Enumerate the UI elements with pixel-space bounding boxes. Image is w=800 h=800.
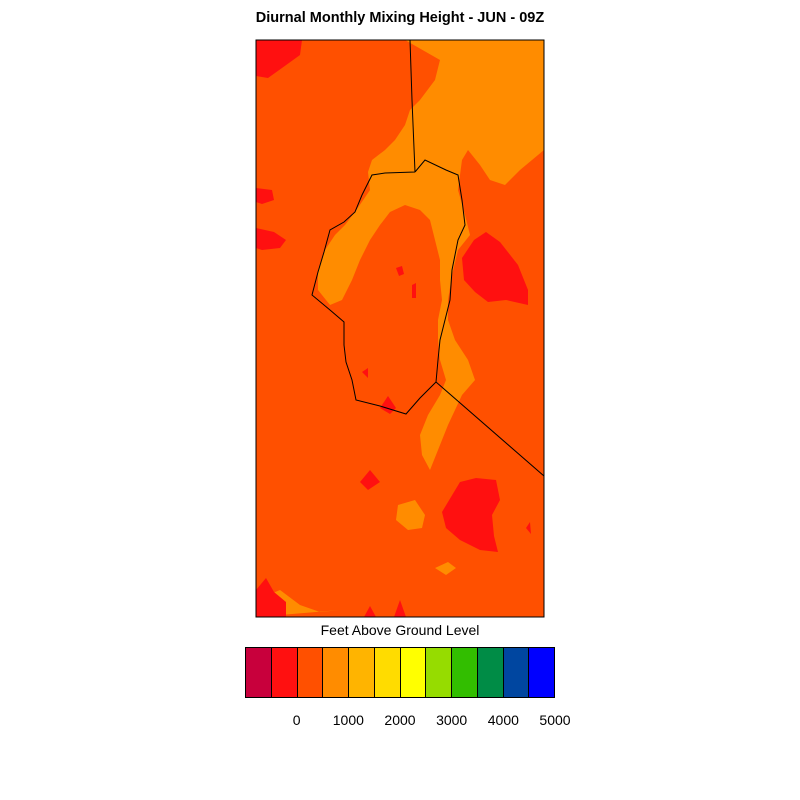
boundary-lines: [311, 39, 545, 477]
red-region-sw-small: [360, 470, 380, 490]
legend-tick-label: 2000: [384, 712, 416, 728]
legend-swatch-6: [400, 648, 427, 697]
legend-swatch-1: [271, 648, 298, 697]
state-boundary-north: [409, 39, 416, 173]
red-region-s-1: [364, 606, 376, 617]
map-frame: [255, 39, 545, 618]
legend-tick-label: 5000: [539, 712, 571, 728]
legend-tick-label: 0: [292, 712, 301, 728]
red-region-speck-1: [396, 266, 404, 276]
legend-tick-label: 1000: [332, 712, 364, 728]
red-region-west-1: [256, 188, 274, 204]
legend-swatch-11: [529, 648, 554, 697]
legend-tick-label: 3000: [436, 712, 468, 728]
legend-tick-label: 4000: [487, 712, 519, 728]
red-region-speck-east: [526, 522, 531, 534]
red-region-speck-3: [362, 368, 368, 378]
legend-swatch-7: [426, 648, 452, 697]
legend-swatch-8: [452, 648, 478, 697]
legend-swatch-4: [349, 648, 375, 697]
legend-swatch-3: [323, 648, 349, 697]
orange-region-inner: [420, 165, 448, 210]
red-contour-regions: [256, 40, 531, 617]
legend-swatch-2: [297, 648, 324, 697]
red-region-east: [462, 232, 528, 305]
region-boundary-outline: [311, 159, 466, 415]
red-region-sw-corner: [256, 578, 286, 617]
color-legend-bar: [245, 647, 555, 698]
map-title: Diurnal Monthly Mixing Height - JUN - 09…: [255, 10, 545, 26]
red-region-west-2: [256, 228, 286, 250]
orange-region-south-1: [396, 500, 425, 530]
legend-swatch-0: [246, 648, 272, 697]
state-boundary-southeast: [435, 381, 545, 477]
legend-swatch-9: [477, 648, 504, 697]
legend-swatch-5: [374, 648, 401, 697]
red-region-speck-2: [412, 283, 416, 298]
legend-title: Feet Above Ground Level: [320, 622, 480, 638]
orange-region-north: [318, 40, 544, 470]
legend-swatch-10: [503, 648, 530, 697]
orange-region-south-2: [435, 562, 456, 575]
red-region-s-2: [394, 600, 406, 617]
red-region-se: [442, 478, 500, 552]
red-region-nw: [256, 40, 302, 78]
